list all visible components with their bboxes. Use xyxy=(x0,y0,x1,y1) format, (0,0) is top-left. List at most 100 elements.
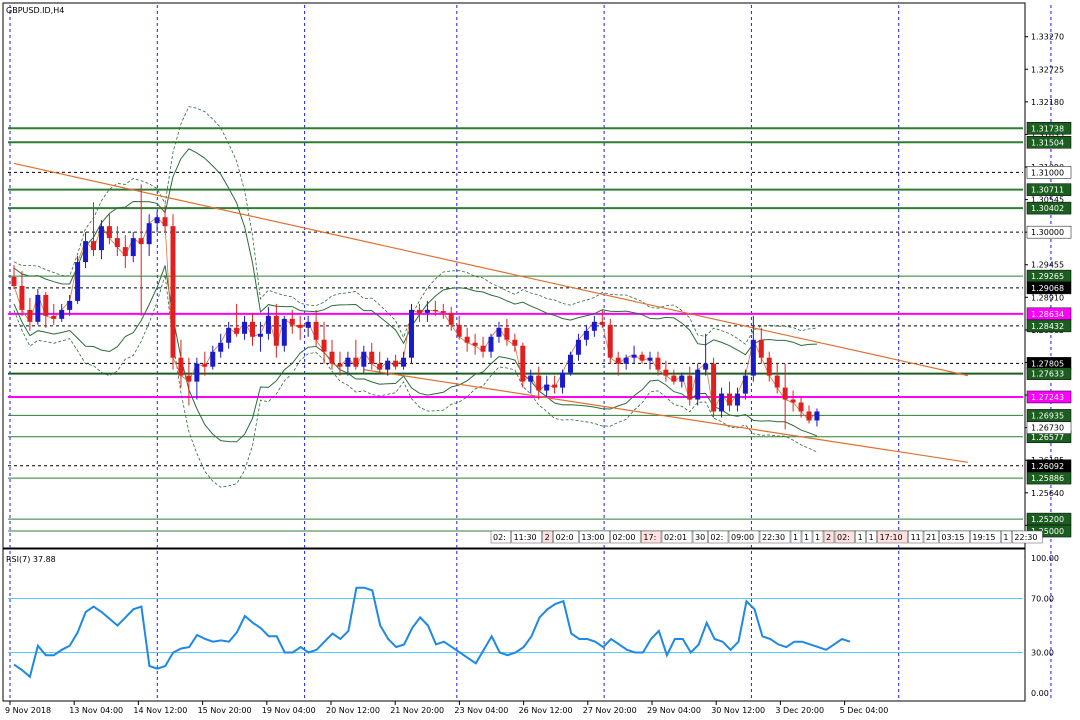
candle-body-101 xyxy=(814,411,820,421)
candle-body-10 xyxy=(91,241,96,251)
candle-body-85 xyxy=(687,375,693,400)
candle-body-94 xyxy=(758,339,764,358)
rsi-label: RSI(7) 37.88 xyxy=(6,555,56,564)
time-tag-bg-15 xyxy=(823,530,835,544)
candle-47 xyxy=(385,357,391,376)
candle-76 xyxy=(615,351,621,376)
rsi-level-label-2: 30.00 xyxy=(1031,649,1054,658)
candle-body-9 xyxy=(83,241,89,263)
time-tag-bg-14 xyxy=(812,530,824,544)
candle-body-74 xyxy=(599,321,605,325)
time-tag-21: 21 xyxy=(926,533,936,542)
candle-81 xyxy=(655,351,661,376)
candle-57 xyxy=(464,327,470,352)
candle-body-63 xyxy=(512,339,518,346)
candle-body-89 xyxy=(719,393,725,412)
price-level-tag-17: 1.25200 xyxy=(1031,515,1064,524)
candle-38 xyxy=(313,309,319,346)
candle-41 xyxy=(337,351,343,376)
candle-27 xyxy=(226,321,232,349)
time-tick-label-4: 19 Nov 04:00 xyxy=(262,706,316,715)
candle-36 xyxy=(297,315,303,340)
candle-body-52 xyxy=(424,309,430,313)
rsi-level-label-3: 0.00 xyxy=(1031,689,1049,698)
price-level-tag-bg-12 xyxy=(1026,390,1072,404)
candle-97 xyxy=(782,363,788,430)
time-tick-label-3: 15 Nov 20:00 xyxy=(198,706,252,715)
price-level-tags: 1.31738 1.31504 1.31000 1.30711 1.30402 1.300… xyxy=(1026,122,1072,538)
candle-68 xyxy=(552,375,558,394)
candle-body-32 xyxy=(265,315,271,334)
candle-body-90 xyxy=(727,393,732,406)
candle-86 xyxy=(695,363,701,406)
candle-body-53 xyxy=(432,309,438,312)
time-tag-22: 03:15 xyxy=(941,533,964,542)
candle-75 xyxy=(607,318,613,364)
time-tag-6: 17: xyxy=(643,533,656,542)
price-level-tag-bg-0 xyxy=(1026,122,1072,135)
candle-84 xyxy=(679,372,685,388)
time-tag-bg-3 xyxy=(553,530,579,544)
candle-78 xyxy=(631,345,637,364)
candle-19 xyxy=(162,205,168,233)
price-level-tag-9: 1.28432 xyxy=(1031,322,1064,331)
candle-body-80 xyxy=(647,357,653,361)
time-tag-0: 02: xyxy=(493,533,506,542)
time-tag-10: 09:00 xyxy=(731,533,754,542)
candle-23 xyxy=(194,357,200,400)
candle-33 xyxy=(273,303,279,358)
candle-body-14 xyxy=(122,247,128,257)
time-tick-label-13: 5 Dec 04:00 xyxy=(840,706,889,715)
price-tick-label-2: 1.32180 xyxy=(1031,98,1064,107)
time-tag-16: 02: xyxy=(837,533,850,542)
candle-39 xyxy=(321,321,327,364)
candle-72 xyxy=(583,324,589,346)
candle-74 xyxy=(599,309,605,328)
current-price-tag: 1.26730 xyxy=(1031,424,1064,433)
time-tag-bg-10 xyxy=(728,530,760,544)
candle-body-69 xyxy=(560,372,566,388)
candle-body-19 xyxy=(162,217,168,227)
rsi-level-label-1: 70.00 xyxy=(1031,595,1054,604)
candle-77 xyxy=(623,354,629,370)
candle-25 xyxy=(210,345,216,370)
time-tag-bg-19 xyxy=(877,530,908,544)
time-tag-bg-11 xyxy=(759,530,791,544)
price-level-tag-bg-5 xyxy=(1026,225,1072,239)
candle-body-22 xyxy=(186,375,192,382)
candle-13 xyxy=(114,226,120,257)
candle-0 xyxy=(11,265,17,289)
price-level-tag-14: 1.26577 xyxy=(1031,433,1064,442)
candle-body-99 xyxy=(798,402,804,412)
candle-body-29 xyxy=(242,321,248,334)
candle-40 xyxy=(329,339,335,370)
candle-body-28 xyxy=(234,327,240,334)
candle-body-60 xyxy=(488,336,494,352)
candle-93 xyxy=(750,315,756,382)
candle-body-65 xyxy=(528,375,534,382)
price-level-tag-bg-9 xyxy=(1026,319,1072,333)
time-tag-17: 1 xyxy=(858,533,863,542)
time-tag-1: 11:30 xyxy=(514,533,537,542)
time-tag-13: 1 xyxy=(804,533,809,542)
time-tag-bg-16 xyxy=(834,530,855,544)
candle-3 xyxy=(35,288,41,325)
candle-body-81 xyxy=(655,357,661,370)
candle-body-41 xyxy=(337,363,343,367)
rsi-level-label-0: 100.00 xyxy=(1031,554,1059,563)
price-level-tag-15: 1.26092 xyxy=(1031,462,1064,471)
candle-body-34 xyxy=(281,318,287,346)
candle-2 xyxy=(27,297,33,331)
candle-24 xyxy=(202,351,208,376)
candle-101 xyxy=(814,408,820,427)
price-level-tag-13: 1.26935 xyxy=(1031,411,1064,420)
price-tick-label-0: 1.33270 xyxy=(1031,33,1064,42)
candle-96 xyxy=(774,363,780,394)
candle-18 xyxy=(154,211,160,233)
candle-58 xyxy=(472,333,478,355)
candle-body-40 xyxy=(329,351,335,364)
candle-body-4 xyxy=(43,294,49,316)
candle-body-58 xyxy=(472,342,478,346)
candle-body-8 xyxy=(75,262,81,301)
trendlines xyxy=(13,162,969,463)
